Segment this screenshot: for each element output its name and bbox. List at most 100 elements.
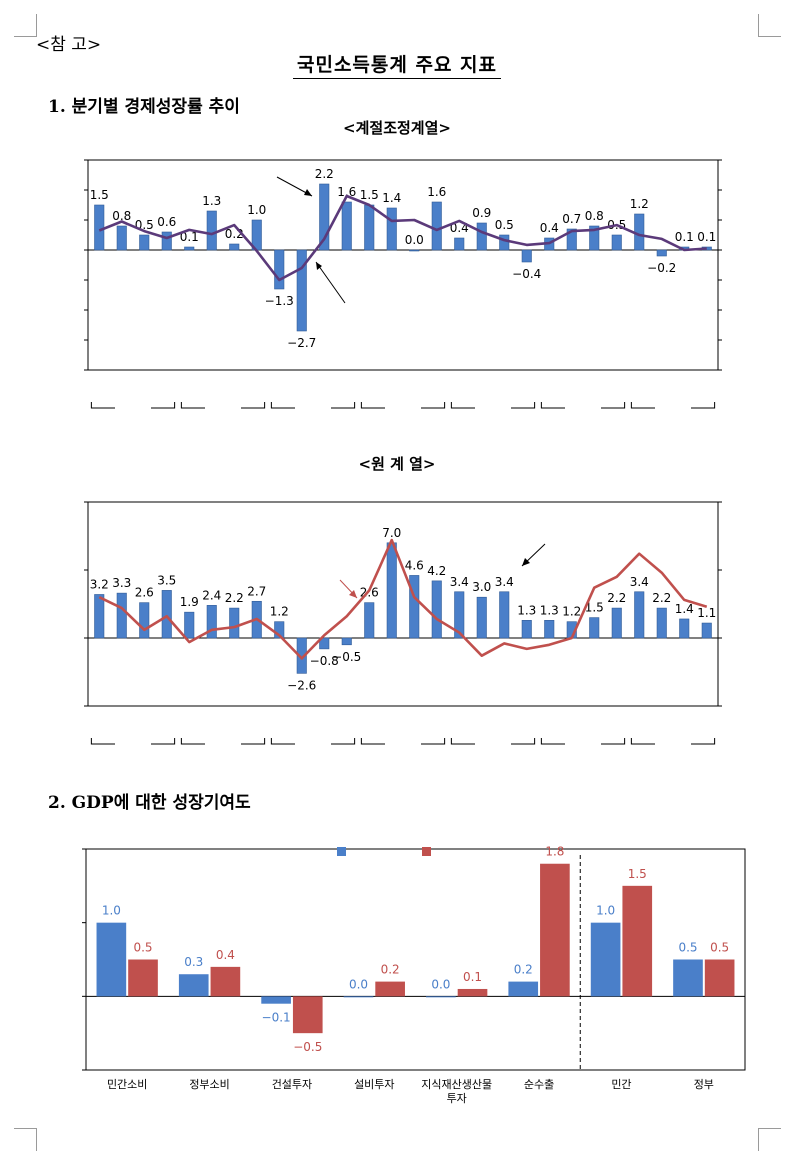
gdp-annotation-arrowhead bbox=[522, 558, 530, 566]
data-label-2023: 1.0 bbox=[596, 904, 615, 918]
gdp-data-label: 1.2 bbox=[630, 197, 649, 211]
data-label-2024: 0.5 bbox=[133, 941, 152, 955]
legend-swatch-2023 bbox=[337, 847, 346, 856]
data-label-2024: 0.4 bbox=[216, 948, 235, 962]
gdp-data-label: 0.8 bbox=[112, 209, 131, 223]
category-label: 민간 bbox=[611, 1078, 631, 1091]
gdp-data-label: 1.5 bbox=[360, 188, 379, 202]
gdp-data-label: 1.3 bbox=[517, 603, 536, 617]
gdp-bar bbox=[634, 591, 645, 639]
gdp-data-label: −0.2 bbox=[647, 261, 676, 275]
gdp-data-label: 4.6 bbox=[405, 558, 424, 572]
gdp-bar bbox=[454, 237, 465, 251]
gdp-bar bbox=[364, 204, 375, 251]
gdp-bar bbox=[319, 183, 330, 251]
gdp-data-label: 0.7 bbox=[562, 212, 581, 226]
trend-line bbox=[98, 194, 707, 282]
gdp-data-label: 3.3 bbox=[112, 576, 131, 590]
bar-2024 bbox=[292, 996, 323, 1034]
gdp-data-label: 3.5 bbox=[157, 573, 176, 587]
gdp-bar bbox=[679, 618, 690, 639]
gdp-bar bbox=[341, 201, 352, 251]
gdp-bar bbox=[161, 590, 172, 639]
category-label-line: 민간 bbox=[611, 1078, 631, 1091]
gni-annotation-arrowhead bbox=[349, 590, 357, 598]
category-label-line: 투자 bbox=[447, 1092, 467, 1105]
gdp-data-label: 1.4 bbox=[675, 602, 694, 616]
gdp-bar bbox=[139, 602, 150, 639]
bar-2023 bbox=[178, 974, 209, 997]
category-label-line: 정부소비 bbox=[189, 1078, 229, 1091]
year-bracket bbox=[180, 402, 266, 409]
bar-2024 bbox=[457, 988, 488, 997]
data-label-2024: 1.8 bbox=[545, 845, 564, 859]
bar-2023 bbox=[343, 996, 374, 998]
bar-2024 bbox=[210, 966, 241, 997]
category-label-line: 설비투자 bbox=[354, 1078, 394, 1091]
gdp-bar bbox=[566, 228, 577, 251]
gdp-data-label: 1.4 bbox=[382, 191, 401, 205]
reference-label: <참 고> bbox=[36, 35, 102, 55]
gdp-data-label: 0.1 bbox=[697, 230, 716, 244]
gdp-data-label: 2.2 bbox=[225, 591, 244, 605]
gdp-bar bbox=[521, 249, 532, 263]
gdp-data-label: 0.5 bbox=[495, 218, 514, 232]
gdp-bar bbox=[161, 231, 172, 251]
data-label-2023: 0.5 bbox=[678, 941, 697, 955]
category-label-line: 순수출 bbox=[524, 1078, 554, 1091]
year-bracket bbox=[270, 402, 356, 409]
gdp-annotation-arrowhead bbox=[304, 189, 312, 196]
gdp-bar bbox=[386, 207, 397, 251]
section2-heading: 2. GDP에 대한 성장기여도 bbox=[48, 793, 251, 813]
gdp-data-label: 3.0 bbox=[472, 580, 491, 594]
gdp-data-label: −0.4 bbox=[512, 267, 541, 281]
gdp-data-label: 3.4 bbox=[450, 575, 469, 589]
gdp-bar bbox=[184, 246, 195, 251]
gdp-bar bbox=[589, 617, 600, 639]
gdp-bar bbox=[94, 204, 105, 251]
gdp-bar bbox=[589, 225, 600, 251]
bar-2024 bbox=[375, 981, 405, 997]
gdp-data-label: 1.6 bbox=[427, 185, 446, 199]
data-label-2024: 0.1 bbox=[463, 970, 482, 984]
gdp-bar bbox=[544, 620, 555, 639]
quarterly-growth-chart-original-series: 3.2 3.32.63.51.9 2.4 2.2 2.71.2−2.6−0.8−0.52… bbox=[84, 501, 722, 745]
gdp-bar bbox=[634, 213, 645, 251]
gdp-data-label: 2.2 bbox=[652, 591, 671, 605]
plot-frame bbox=[87, 159, 719, 371]
year-bracket bbox=[450, 738, 536, 745]
year-bracket bbox=[450, 402, 536, 409]
gdp-bar bbox=[476, 222, 487, 251]
trend-line bbox=[98, 538, 708, 660]
gdp-data-label: 3.4 bbox=[630, 575, 649, 589]
gdp-bar bbox=[656, 607, 667, 639]
year-bracket bbox=[540, 402, 626, 409]
gdp-bar bbox=[296, 637, 307, 674]
gdp-bar bbox=[206, 210, 217, 251]
gdp-data-label: −0.8 bbox=[310, 654, 339, 668]
category-label: 정부소비 bbox=[189, 1078, 229, 1091]
gdp-data-label: 2.2 bbox=[315, 167, 334, 181]
gdp-data-label: 4.2 bbox=[427, 564, 446, 578]
gdp-data-label: 0.1 bbox=[180, 230, 199, 244]
year-bracket bbox=[90, 738, 176, 745]
growth-contribution-chart: 1.0 0.3 −0.1 0.0 0.0 0.2 1.0 0.5 0.5 0.4 −0.5 0.2 0.… bbox=[82, 845, 746, 1105]
gdp-bar bbox=[386, 542, 397, 639]
legend-swatch-2024 bbox=[422, 847, 431, 856]
gdp-data-label: 2.2 bbox=[607, 591, 626, 605]
chart1-subtitle: <계절조정계열> bbox=[343, 119, 451, 137]
data-label-2024: −0.5 bbox=[293, 1040, 322, 1054]
gdp-bar bbox=[476, 596, 487, 639]
gdp-data-label: 1.3 bbox=[540, 603, 559, 617]
gdp-bar bbox=[184, 611, 195, 639]
category-label-line: 민간소비 bbox=[107, 1078, 147, 1091]
gdp-bar bbox=[206, 605, 217, 639]
bar-2024 bbox=[540, 863, 570, 997]
gdp-bar bbox=[274, 249, 285, 290]
year-bracket bbox=[540, 738, 626, 745]
data-label-2024: 0.5 bbox=[710, 941, 729, 955]
category-label-line: 정부 bbox=[694, 1078, 714, 1091]
gdp-data-label: 1.2 bbox=[270, 605, 289, 619]
page-corner-mark bbox=[14, 14, 37, 37]
data-label-2023: −0.1 bbox=[262, 1011, 291, 1025]
